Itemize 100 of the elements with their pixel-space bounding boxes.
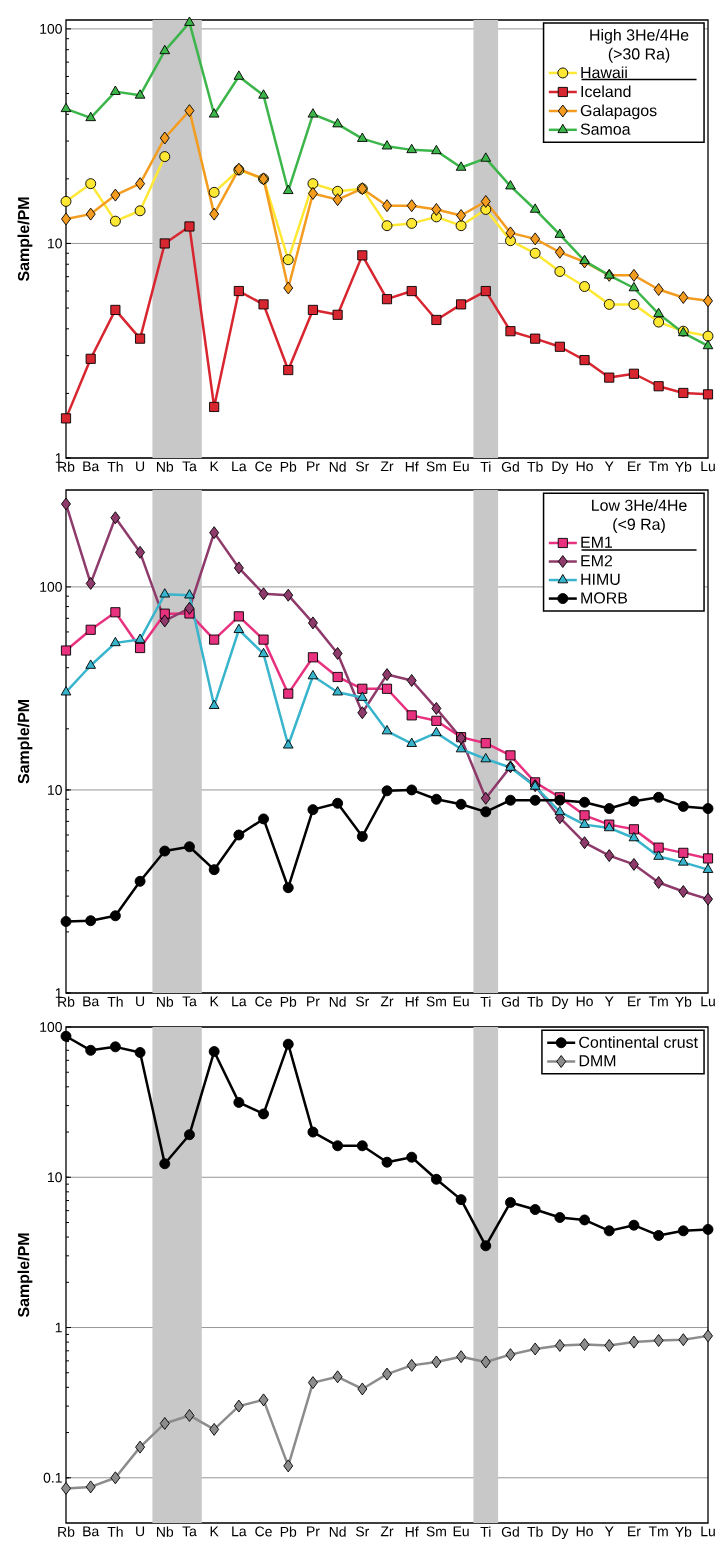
y-tick-label: 100 [40, 581, 62, 592]
x-tick-label: Hf [405, 996, 419, 1007]
x-tick-label: Rb [58, 461, 75, 472]
x-tick-label: Zr [380, 1526, 394, 1537]
x-tick-label: Y [604, 996, 614, 1007]
y-axis-title: Sample/PM [17, 1233, 33, 1318]
x-tick-label: Pb [280, 996, 297, 1007]
x-tick-label: La [232, 1526, 247, 1537]
x-tick-label: U [136, 996, 145, 1007]
x-tick-label: La [232, 996, 247, 1007]
x-tick-label: Pr [307, 461, 320, 472]
x-tick-label: Dy [552, 1526, 569, 1540]
y-axis-title: Sample/PM [17, 197, 33, 282]
x-tick-label: K [210, 461, 219, 472]
legend-label: Galapagos [580, 104, 657, 120]
legend-label: EM2 [581, 555, 613, 567]
y-tick-label: 10 [48, 238, 62, 249]
x-tick-label: Ti [480, 996, 491, 1007]
x-tick-label: Rb [58, 1526, 75, 1537]
x-tick-label: Hf [405, 461, 419, 472]
x-tick-label: Gd [501, 461, 519, 472]
x-tick-label: Dy [552, 996, 569, 1010]
legend-label: DMM [579, 1055, 616, 1067]
legend-label: Iceland [581, 85, 631, 98]
x-tick-label: Pb [280, 1526, 297, 1537]
x-tick-label: Lu [701, 996, 715, 1007]
x-tick-label: Sr [355, 1526, 370, 1537]
x-tick-label: Nd [329, 461, 346, 472]
x-tick-label: Y [604, 461, 614, 472]
x-tick-label: Ti [480, 1526, 491, 1537]
x-tick-label: Tb [527, 1526, 543, 1537]
x-tick-label: Ba [83, 461, 100, 472]
x-tick-label: Lu [701, 1526, 715, 1537]
x-tick-label: Pb [280, 461, 297, 472]
x-tick-label: Ta [182, 996, 197, 1007]
x-tick-label: Ba [83, 996, 100, 1007]
x-tick-label: Eu [453, 461, 469, 472]
y-tick-label: 10 [48, 785, 62, 795]
x-tick-label: Nb [157, 996, 174, 1007]
y-tick-label: 100 [40, 1022, 62, 1032]
x-tick-label: Yb [675, 996, 692, 1007]
x-tick-label: Nd [329, 1526, 346, 1537]
legend-label: HIMU [581, 573, 620, 585]
x-tick-label: Nd [329, 996, 346, 1007]
y-axis-title: Sample/PM [17, 700, 33, 784]
x-tick-label: Pr [307, 996, 320, 1007]
x-tick-label: Hf [405, 1526, 419, 1537]
x-tick-label: Tb [527, 996, 543, 1007]
y-tick-label: 10 [48, 1172, 62, 1183]
legend-label: Samoa [580, 123, 631, 135]
legend-label: Hawaii [581, 66, 627, 79]
x-tick-label: Lu [701, 461, 715, 472]
legend-label: MORB [581, 592, 628, 604]
x-tick-label: Pr [307, 1526, 320, 1537]
x-tick-label: Tb [527, 461, 543, 472]
x-tick-label: Ta [182, 1526, 197, 1537]
x-tick-label: Zr [380, 461, 394, 472]
x-tick-label: Eu [453, 1526, 469, 1537]
x-tick-label: Tm [648, 996, 668, 1007]
x-tick-label: Gd [501, 996, 519, 1007]
x-tick-label: Ti [480, 461, 491, 472]
x-tick-label: Nb [157, 461, 174, 472]
x-tick-label: Gd [501, 1526, 519, 1537]
x-tick-label: Th [107, 461, 123, 472]
y-tick-label: 100 [40, 23, 62, 34]
x-tick-label: Ho [576, 461, 593, 472]
x-tick-label: Yb [675, 461, 692, 472]
x-tick-label: Nb [157, 1526, 174, 1537]
x-tick-label: Eu [453, 996, 469, 1007]
x-tick-label: Ce [255, 461, 272, 472]
x-tick-label: Yb [675, 1526, 692, 1537]
x-tick-label: K [210, 1526, 219, 1537]
y-tick-label: 1 [55, 1322, 62, 1333]
x-tick-label: Ta [182, 461, 197, 472]
x-tick-label: Er [628, 1526, 641, 1537]
x-tick-label: Er [628, 996, 641, 1007]
x-tick-label: Tm [648, 461, 668, 472]
x-tick-label: Sm [426, 996, 446, 1007]
x-tick-label: Er [628, 461, 641, 472]
x-tick-label: K [210, 996, 219, 1007]
x-tick-label: Th [107, 1526, 123, 1537]
x-tick-label: Zr [380, 996, 394, 1007]
x-tick-label: Dy [552, 461, 569, 475]
legend-label: Continental crust [579, 1036, 698, 1048]
legend-title: Low 3He/4He (<9 Ra) [592, 499, 687, 534]
x-tick-label: Sm [426, 461, 446, 472]
legend-title: High 3He/4He (>30 Ra) [590, 28, 689, 63]
x-tick-label: Sr [355, 461, 370, 472]
x-tick-label: Ba [83, 1526, 100, 1537]
x-tick-label: Th [107, 996, 123, 1007]
y-tick-label: 0.1 [43, 1472, 62, 1483]
x-tick-label: Y [604, 1526, 614, 1537]
x-tick-label: Rb [58, 996, 75, 1007]
x-tick-label: La [232, 461, 247, 472]
x-tick-label: U [136, 461, 145, 472]
x-tick-label: Tm [648, 1526, 668, 1537]
x-tick-label: Ho [576, 1526, 593, 1537]
x-tick-label: Ce [255, 996, 272, 1007]
legend-label: EM1 [581, 536, 613, 548]
x-tick-label: Sr [355, 996, 370, 1007]
